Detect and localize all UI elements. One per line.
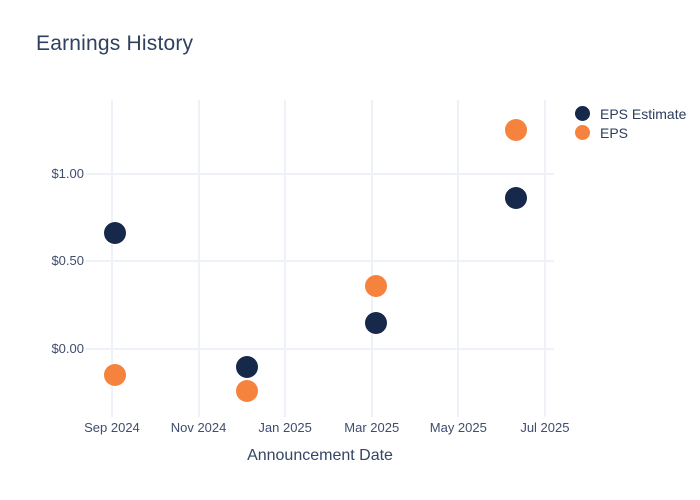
- y-tick-label: $1.00: [51, 165, 84, 181]
- x-axis-title: Announcement Date: [247, 447, 393, 464]
- x-gridline: [110, 100, 113, 417]
- x-tick-label: Jul 2025: [520, 420, 570, 435]
- x-gridline: [197, 100, 200, 417]
- y-gridline: [86, 348, 554, 351]
- data-point-eps[interactable]: [236, 380, 259, 403]
- legend-label-eps-estimate: EPS Estimate: [600, 105, 687, 122]
- x-tick-label: Jan 2025: [258, 420, 312, 435]
- data-point-eps-estimate[interactable]: [236, 355, 259, 378]
- x-tick-label: Sep 2024: [84, 420, 140, 435]
- y-tick-label: $0.00: [51, 341, 84, 357]
- legend-label-eps: EPS: [600, 124, 629, 141]
- x-tick-label: Mar 2025: [344, 420, 400, 435]
- x-gridline: [543, 100, 546, 417]
- legend-item-eps[interactable]: EPS: [575, 123, 686, 142]
- x-gridline: [284, 100, 287, 417]
- x-tick-label: May 2025: [429, 420, 487, 435]
- data-point-eps[interactable]: [104, 364, 127, 387]
- y-gridline: [86, 172, 554, 175]
- y-tick-label: $0.50: [51, 253, 84, 269]
- eps-estimate-marker-icon: [575, 106, 590, 121]
- data-point-eps[interactable]: [365, 274, 388, 297]
- x-gridline: [457, 100, 460, 417]
- data-point-eps[interactable]: [504, 118, 527, 141]
- data-point-eps-estimate[interactable]: [504, 187, 527, 210]
- legend: EPS Estimate EPS: [575, 104, 686, 142]
- y-gridline: [86, 260, 554, 263]
- x-gridline: [370, 100, 373, 417]
- data-point-eps-estimate[interactable]: [104, 222, 127, 245]
- plot-area: [86, 100, 554, 417]
- chart-title: Earnings History: [36, 32, 194, 55]
- legend-item-eps-estimate[interactable]: EPS Estimate: [575, 104, 686, 123]
- x-tick-label: Nov 2024: [170, 420, 227, 435]
- eps-marker-icon: [575, 125, 590, 140]
- data-point-eps-estimate[interactable]: [365, 311, 388, 334]
